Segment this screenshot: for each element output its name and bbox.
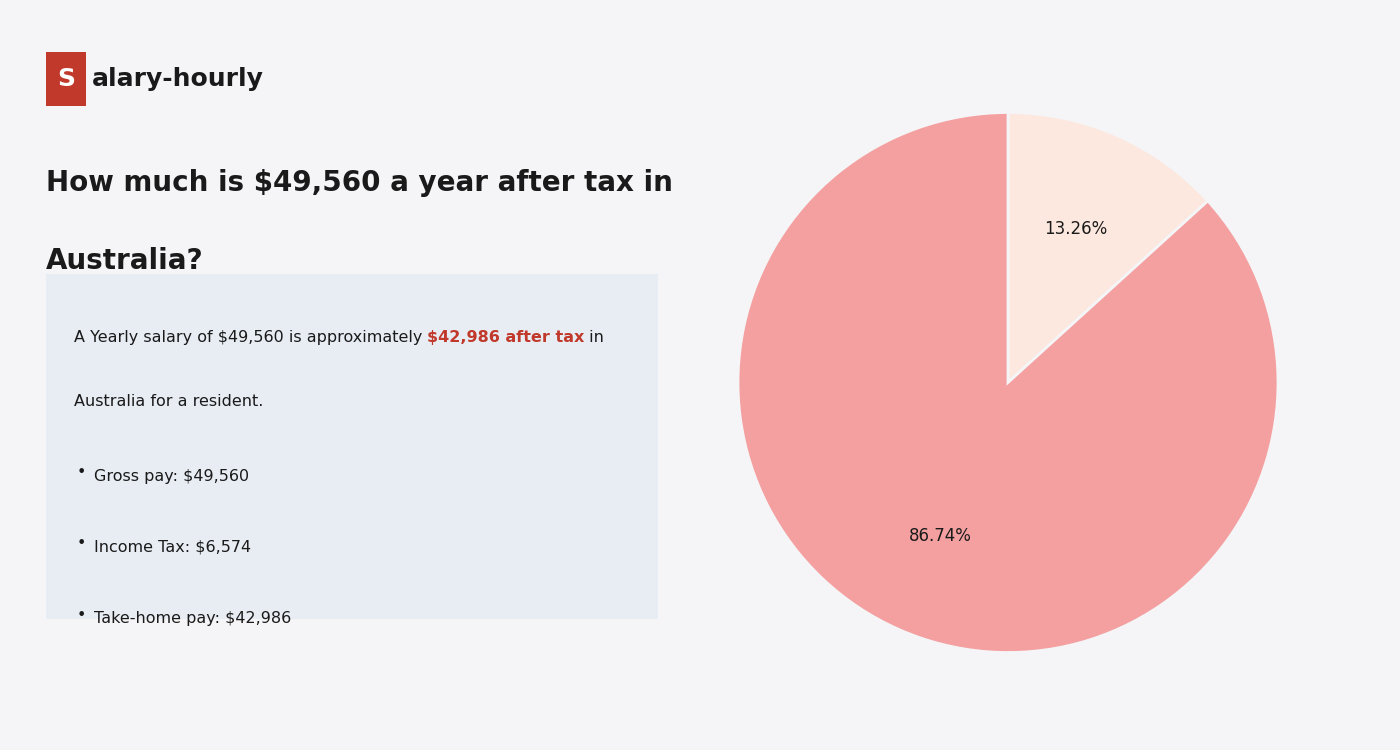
- Text: Australia?: Australia?: [45, 248, 203, 275]
- Text: •: •: [77, 608, 87, 622]
- Text: Gross pay: $49,560: Gross pay: $49,560: [95, 469, 249, 484]
- Text: alary-hourly: alary-hourly: [92, 67, 263, 91]
- Wedge shape: [1008, 112, 1208, 382]
- Text: in: in: [584, 330, 605, 345]
- FancyBboxPatch shape: [45, 274, 658, 619]
- Text: Australia for a resident.: Australia for a resident.: [73, 394, 263, 409]
- Text: 13.26%: 13.26%: [1044, 220, 1107, 238]
- Text: A Yearly salary of $49,560 is approximately: A Yearly salary of $49,560 is approximat…: [73, 330, 427, 345]
- Text: Take-home pay: $42,986: Take-home pay: $42,986: [95, 611, 291, 626]
- Text: $42,986 after tax: $42,986 after tax: [427, 330, 584, 345]
- Wedge shape: [738, 112, 1278, 652]
- Text: •: •: [77, 536, 87, 551]
- Text: Income Tax: $6,574: Income Tax: $6,574: [95, 540, 252, 555]
- Text: 86.74%: 86.74%: [909, 526, 972, 544]
- Text: S: S: [57, 67, 74, 91]
- Text: •: •: [77, 465, 87, 480]
- Text: How much is $49,560 a year after tax in: How much is $49,560 a year after tax in: [45, 169, 672, 196]
- FancyBboxPatch shape: [45, 52, 87, 106]
